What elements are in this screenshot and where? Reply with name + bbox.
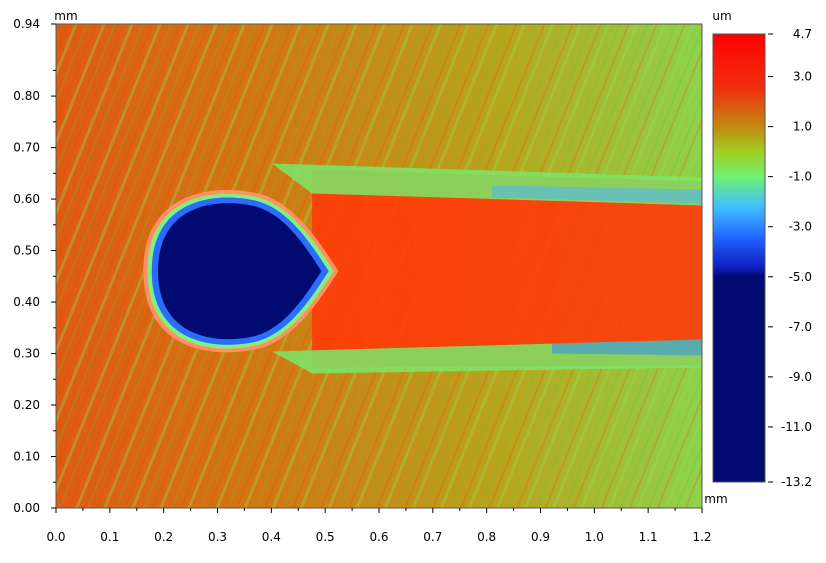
colorbar-tick-label: -3.0 xyxy=(789,220,812,234)
tail-upper-dip xyxy=(492,185,702,204)
x-tick-label: 0.7 xyxy=(423,530,442,544)
colorbar-tick-label: -9.0 xyxy=(789,370,812,384)
x-tick-label: 1.2 xyxy=(692,530,711,544)
x-tick-label: 0.9 xyxy=(531,530,550,544)
x-tick-label: 0.6 xyxy=(369,530,388,544)
y-tick-label: 0.70 xyxy=(13,141,40,155)
colorbar: 4.7 3.0 1.0 -1.0 -3.0 -5.0 -7.0 -9.0 -11.0 -13.2 xyxy=(712,27,812,489)
colorbar-unit-label: um xyxy=(712,9,731,23)
x-tick-label: 1.1 xyxy=(639,530,658,544)
colorbar-gradient xyxy=(712,33,766,483)
colorbar-tick-label: -11.0 xyxy=(781,420,812,434)
y-tick-label: 0.00 xyxy=(13,501,40,515)
tail-region xyxy=(312,169,702,368)
heatmap-surface xyxy=(56,24,702,508)
colorbar-tick-label: 1.0 xyxy=(793,120,812,134)
y-tick-label: 0.94 xyxy=(13,17,40,31)
y-tick-label: 0.40 xyxy=(13,295,40,309)
x-tick-label: 0.4 xyxy=(262,530,281,544)
colorbar-tick-label: -5.0 xyxy=(789,270,812,284)
x-tick-label: 1.0 xyxy=(585,530,604,544)
x-tick-label: 0.1 xyxy=(100,530,119,544)
colorbar-tick-label: -7.0 xyxy=(789,320,812,334)
x-axis: 0.0 0.1 0.2 0.3 0.4 0.5 0.6 0.7 0.8 0.9 1.0 1.1 1.2 xyxy=(46,508,712,544)
x-tick-label: 0.0 xyxy=(46,530,65,544)
crater-floor xyxy=(158,203,322,340)
colorbar-tick-label: -13.2 xyxy=(781,475,812,489)
y-tick-label: 0.80 xyxy=(13,89,40,103)
y-axis: 0.00 0.10 0.20 0.30 0.40 0.50 0.60 0.70 0.80 0.94 xyxy=(13,17,56,515)
y-tick-label: 0.60 xyxy=(13,192,40,206)
x-unit-label: mm xyxy=(704,492,727,506)
x-tick-label: 0.2 xyxy=(154,530,173,544)
colorbar-tick-label: -1.0 xyxy=(789,170,812,184)
y-unit-label: mm xyxy=(54,9,77,23)
x-tick-label: 0.8 xyxy=(477,530,496,544)
y-tick-label: 0.50 xyxy=(13,244,40,258)
colorbar-tick-label: 4.7 xyxy=(793,27,812,41)
y-tick-label: 0.10 xyxy=(13,450,40,464)
x-tick-label: 0.5 xyxy=(316,530,335,544)
colorbar-tick-label: 3.0 xyxy=(793,70,812,84)
y-tick-label: 0.30 xyxy=(13,347,40,361)
tail-lower-dip xyxy=(552,339,702,356)
y-tick-label: 0.20 xyxy=(13,398,40,412)
x-tick-label: 0.3 xyxy=(208,530,227,544)
